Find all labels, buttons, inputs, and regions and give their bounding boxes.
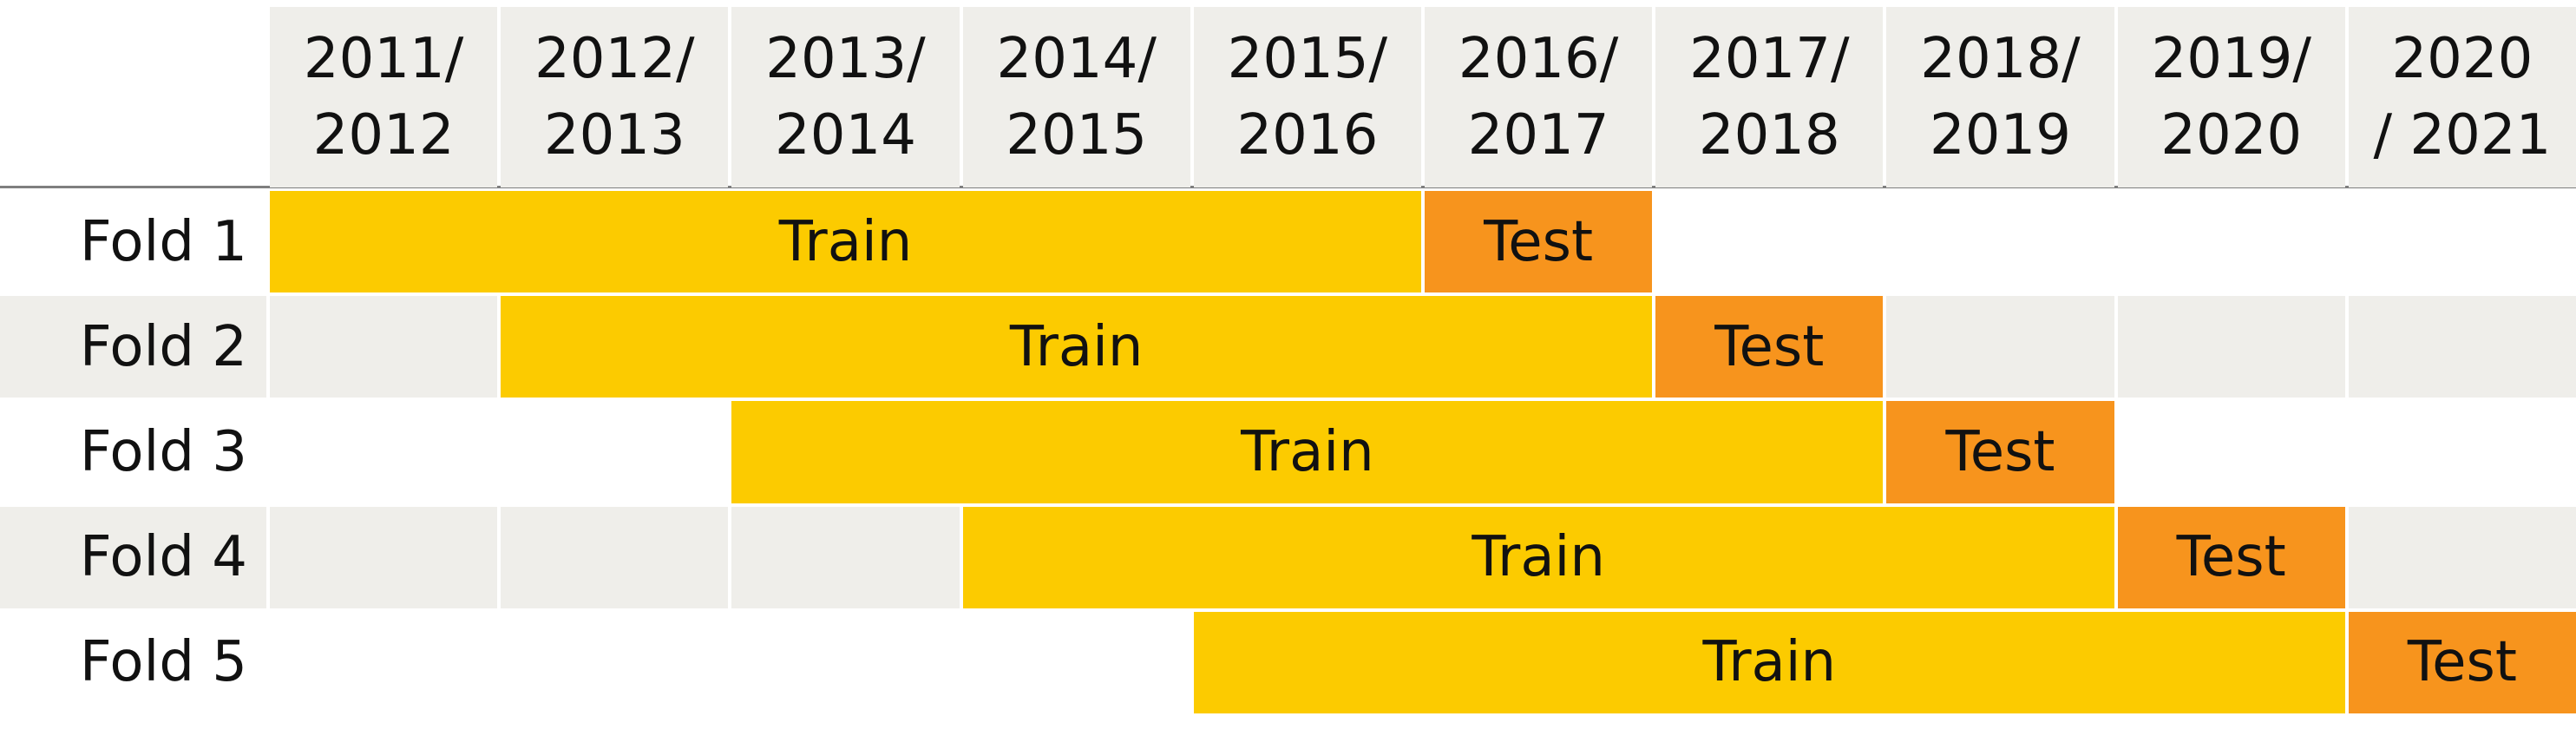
train-bar-fold-2: Train [501, 296, 1653, 398]
column-header-8: 2019/ 2020 [2117, 7, 2345, 187]
row-stripe-cell [2117, 296, 2345, 398]
row-stripe-cell [501, 506, 729, 608]
column-header-7: 2018/ 2019 [1886, 7, 2114, 187]
train-bar-fold-3: Train [731, 401, 1884, 503]
train-bar-fold-4: Train [962, 506, 2114, 608]
fold-label-3: Fold 3 [79, 419, 247, 484]
test-bar-fold-1: Test [1425, 191, 1653, 293]
column-header-6: 2017/ 2018 [1655, 7, 1884, 187]
row-stripe-cell [1886, 296, 2114, 398]
column-header-5: 2016/ 2017 [1425, 7, 1653, 187]
train-bar-fold-5: Train [1193, 611, 2345, 713]
fold-label-5: Fold 5 [79, 630, 247, 695]
row-stripe-cell [270, 506, 498, 608]
row-stripe [0, 506, 266, 608]
row-stripe-cell [2348, 506, 2576, 608]
fold-label-1: Fold 1 [79, 209, 247, 274]
test-bar-fold-2: Test [1655, 296, 1884, 398]
column-header-1: 2012/ 2013 [501, 7, 729, 187]
row-stripe [0, 296, 266, 398]
row-stripe-cell [2348, 296, 2576, 398]
test-bar-fold-5: Test [2348, 611, 2576, 713]
column-header-0: 2011/ 2012 [270, 7, 498, 187]
fold-label-4: Fold 4 [79, 525, 247, 590]
fold-label-2: Fold 2 [79, 314, 247, 379]
row-stripe-cell [731, 506, 960, 608]
row-stripe-cell [270, 296, 498, 398]
column-header-4: 2015/ 2016 [1193, 7, 1421, 187]
train-bar-fold-1: Train [270, 191, 1421, 293]
test-bar-fold-3: Test [1886, 401, 2114, 503]
column-header-3: 2014/ 2015 [962, 7, 1190, 187]
column-header-2: 2013/ 2014 [731, 7, 960, 187]
column-header-9: 2020 / 2021 [2348, 7, 2576, 187]
test-bar-fold-4: Test [2117, 506, 2345, 608]
